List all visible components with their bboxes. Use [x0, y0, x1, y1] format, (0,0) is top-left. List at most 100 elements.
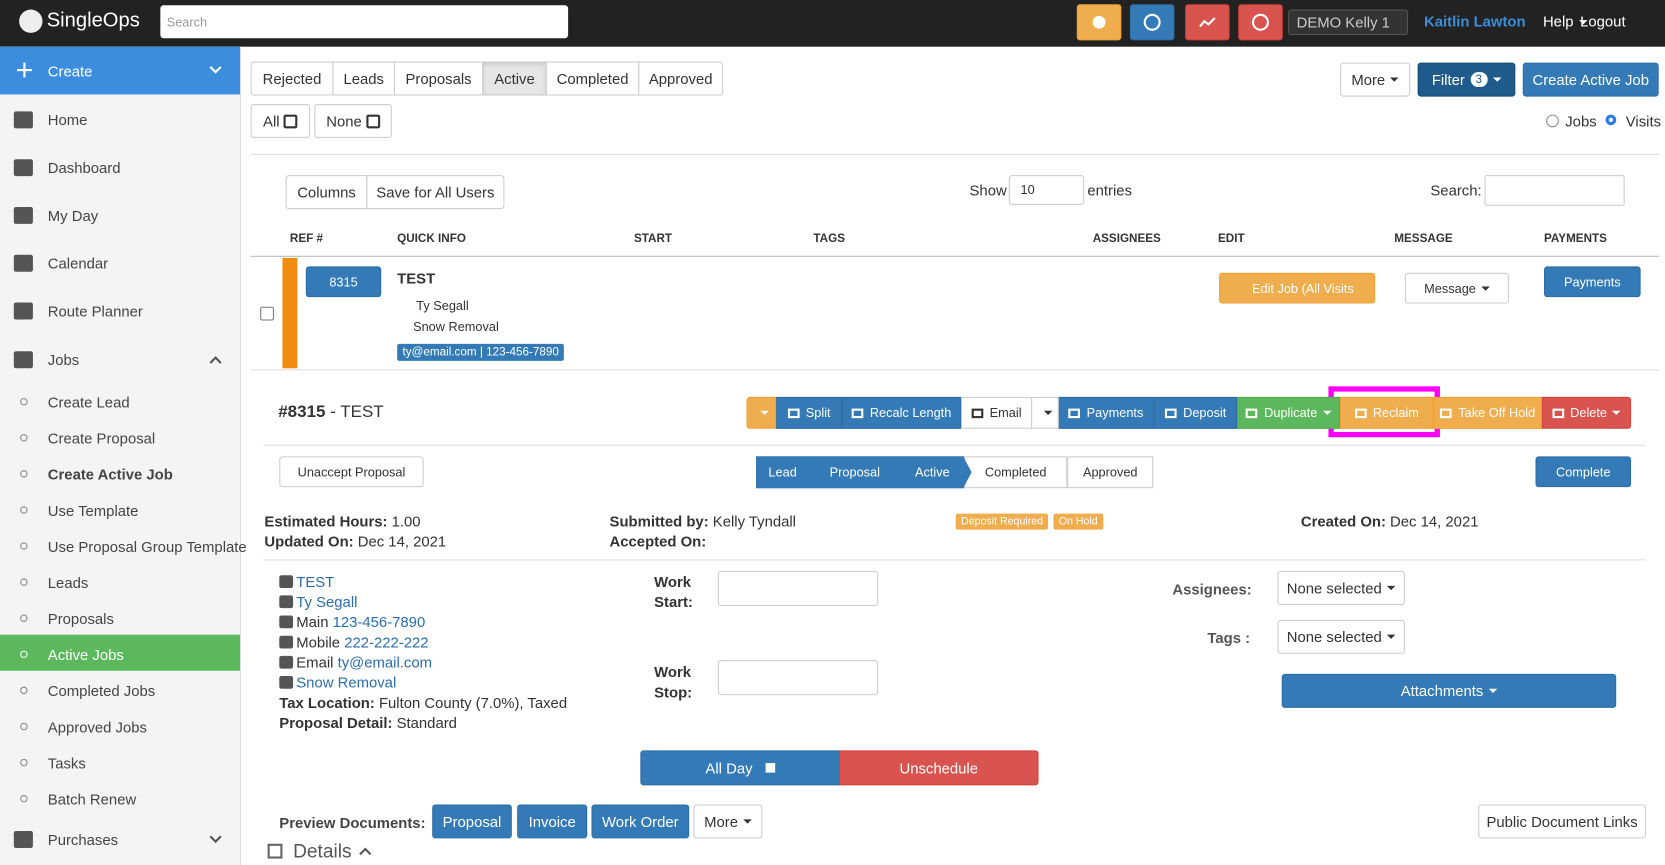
create-active-job[interactable]: Create Active Job [1522, 62, 1659, 97]
phone[interactable]: 123-456-7890 [332, 613, 426, 631]
attachments-button[interactable]: Attachments [1281, 673, 1617, 708]
all-day-button[interactable]: All Day [640, 750, 840, 786]
tab[interactable]: Rejected [250, 61, 334, 96]
create-label: Create [47, 62, 93, 80]
filter-count: 3 [1470, 72, 1488, 88]
sidebar-subitem[interactable]: Create Proposal [47, 429, 156, 447]
service[interactable]: Snow Removal [296, 673, 397, 691]
email-dropdown[interactable] [1031, 396, 1059, 429]
doc-button[interactable]: Invoice [517, 804, 588, 839]
history-button[interactable] [1238, 4, 1283, 41]
action-button[interactable]: Reclaim [1340, 396, 1434, 429]
action-button[interactable]: Duplicate [1237, 396, 1341, 429]
select-all[interactable]: All [250, 104, 311, 138]
clock-button[interactable] [1129, 4, 1175, 41]
complete-button[interactable]: Complete [1535, 456, 1632, 488]
radio-jobs[interactable] [1546, 114, 1559, 128]
action-button[interactable]: Delete [1541, 396, 1632, 429]
account-select[interactable]: DEMO Kelly 1 [1288, 9, 1409, 36]
sidebar-item[interactable]: Jobs [47, 351, 80, 369]
logo[interactable]: SingleOps [46, 9, 140, 32]
row-checkbox[interactable] [260, 306, 274, 321]
action-button[interactable]: Payments [1057, 396, 1155, 429]
column-header[interactable]: EDIT [1217, 232, 1245, 246]
create-menu[interactable] [0, 46, 240, 95]
unschedule-button[interactable]: Unschedule [838, 750, 1039, 786]
assignees-select[interactable]: None selected [1277, 570, 1405, 605]
ref-button[interactable]: 8315 [305, 266, 382, 298]
column-header[interactable]: START [633, 232, 673, 246]
column-header[interactable]: QUICK INFO [397, 232, 466, 246]
column-header[interactable]: REF # [289, 232, 324, 246]
more-button[interactable]: More [1340, 62, 1411, 97]
work-stop-input[interactable] [717, 660, 879, 696]
user-name[interactable]: Kaitlin Lawton [1424, 12, 1526, 30]
action-button[interactable]: Deposit [1154, 396, 1238, 429]
sidebar-item[interactable]: Calendar [47, 254, 109, 272]
sidebar-item[interactable]: Purchases [47, 830, 119, 848]
weather-button[interactable] [1076, 4, 1122, 41]
table-search[interactable] [1484, 175, 1625, 206]
sidebar-subitem[interactable]: Completed Jobs [47, 682, 156, 700]
help-menu[interactable]: Help [1543, 13, 1588, 30]
radio-visits[interactable] [1605, 114, 1617, 126]
columns-button[interactable]: Columns [285, 175, 368, 210]
column-header[interactable]: MESSAGE [1394, 232, 1453, 246]
action-button[interactable]: Take Off Hold [1433, 396, 1542, 429]
sidebar-item[interactable]: My Day [47, 206, 99, 224]
sidebar-subitem[interactable]: Batch Renew [47, 790, 137, 808]
payments-button[interactable]: Payments [1544, 266, 1641, 298]
save-button[interactable]: Save for All Users [366, 175, 505, 210]
sidebar-subitem[interactable]: Use Template [47, 501, 139, 519]
action-button[interactable]: Email [961, 396, 1033, 429]
tags-select[interactable]: None selected [1277, 619, 1405, 654]
sidebar-subitem[interactable]: Create Lead [47, 393, 130, 411]
label: Duplicate [1264, 405, 1318, 421]
tab[interactable]: Active [482, 61, 547, 96]
sidebar-icon [13, 351, 33, 369]
action-button[interactable]: Recalc Length [842, 396, 962, 429]
sidebar-subitem[interactable]: Approved Jobs [47, 718, 147, 736]
tab[interactable]: Approved [638, 61, 724, 96]
sidebar-subitem[interactable]: Active Jobs [47, 646, 124, 664]
message-button[interactable]: Message [1404, 272, 1509, 304]
entries-select[interactable]: 10 [1008, 175, 1085, 205]
contact-person[interactable]: Ty Segall [296, 593, 358, 611]
public-links[interactable]: Public Document Links [1478, 804, 1646, 839]
sidebar-item[interactable]: Route Planner [47, 302, 143, 320]
dropdown[interactable] [746, 396, 777, 429]
unaccept-button[interactable]: Unaccept Proposal [279, 456, 424, 488]
select-none[interactable]: None [314, 104, 392, 138]
sidebar-item[interactable]: Home [47, 111, 88, 129]
action-button[interactable]: Split [776, 396, 843, 429]
sidebar-subitem[interactable]: Tasks [47, 754, 86, 772]
work-start-input[interactable] [717, 570, 879, 607]
search-box[interactable] [160, 5, 569, 39]
edit-job-button[interactable]: Edit Job (All Visits [1219, 272, 1376, 304]
row-contact[interactable]: Ty Segall [416, 298, 469, 314]
column-header[interactable]: TAGS [813, 232, 846, 246]
contact-name[interactable]: TEST [296, 573, 335, 591]
sidebar-item[interactable]: Dashboard [47, 159, 121, 177]
details-toggle[interactable]: Details [293, 840, 352, 862]
activity-button[interactable] [1185, 4, 1230, 41]
doc-button[interactable]: Work Order [591, 804, 690, 839]
tab[interactable]: Proposals [393, 61, 484, 96]
sidebar-subitem[interactable]: Use Proposal Group Template [47, 538, 247, 556]
doc-more[interactable]: More [693, 804, 763, 839]
bullet [20, 722, 28, 731]
column-header[interactable]: ASSIGNEES [1092, 232, 1161, 246]
logout[interactable]: Logout [1580, 12, 1626, 30]
sidebar-subitem[interactable]: Create Active Job [47, 465, 173, 483]
column-header[interactable]: PAYMENTS [1544, 232, 1607, 246]
tab[interactable]: Leads [332, 61, 396, 96]
phone[interactable]: 222-222-222 [344, 633, 429, 651]
doc-button[interactable]: Proposal [432, 804, 512, 839]
filter-button[interactable]: Filter 3 [1417, 62, 1516, 97]
sidebar-subitem[interactable]: Proposals [47, 610, 114, 628]
sidebar-subitem[interactable]: Leads [47, 574, 89, 592]
email[interactable]: ty@email.com [337, 653, 432, 671]
label: All [263, 112, 280, 130]
sidebar-icon [13, 206, 33, 224]
tab[interactable]: Completed [545, 61, 640, 96]
